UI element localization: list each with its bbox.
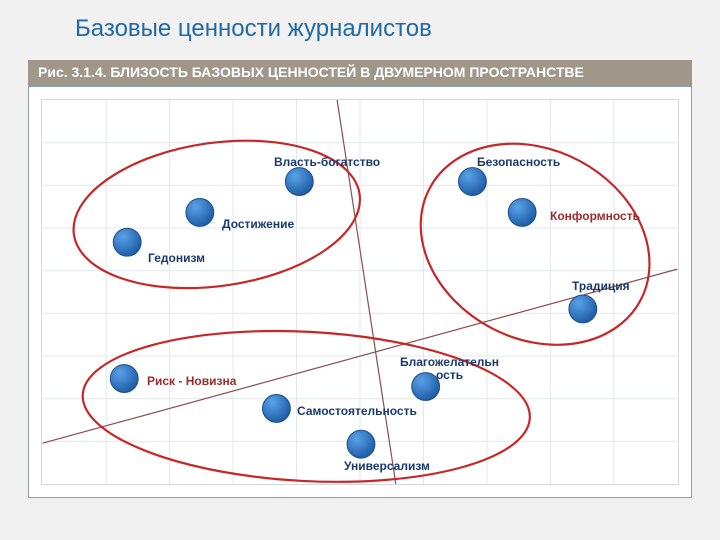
chart-title-text: Рис. 3.1.4. БЛИЗОСТЬ БАЗОВЫХ ЦЕННОСТЕЙ В… xyxy=(38,64,584,80)
data-point-safety xyxy=(458,168,486,196)
grid-layer xyxy=(43,100,678,484)
data-point-benevolence xyxy=(412,373,440,401)
data-point-achievement xyxy=(186,198,214,226)
data-point-conformity xyxy=(508,198,536,226)
cluster-ellipse xyxy=(79,320,534,484)
plot-svg xyxy=(42,100,678,484)
scatter-plot: ГедонизмДостижениеВласть-богатствоБезопа… xyxy=(41,99,679,485)
data-point-hedonism xyxy=(113,228,141,256)
data-point-power_wealth xyxy=(285,168,313,196)
data-point-risk_novelty xyxy=(110,365,138,393)
chart-frame: ГедонизмДостижениеВласть-богатствоБезопа… xyxy=(28,86,692,498)
cluster-ellipse xyxy=(64,123,370,305)
data-point-self_direction xyxy=(263,394,291,422)
cluster-ellipse xyxy=(385,105,678,384)
page-title: Базовые ценности журналистов xyxy=(75,15,432,43)
data-point-tradition xyxy=(569,295,597,323)
data-point-universalism xyxy=(347,430,375,458)
chart-title-bar: Рис. 3.1.4. БЛИЗОСТЬ БАЗОВЫХ ЦЕННОСТЕЙ В… xyxy=(28,60,692,86)
slide: Базовые ценности журналистов Рис. 3.1.4.… xyxy=(0,0,720,540)
